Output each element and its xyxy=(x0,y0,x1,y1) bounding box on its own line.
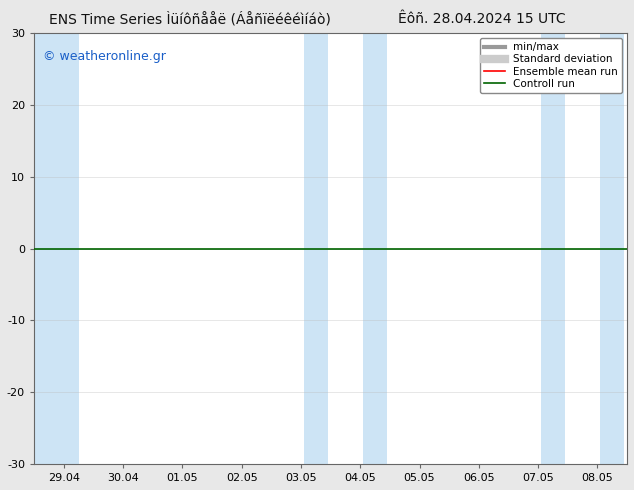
Bar xyxy=(304,33,328,464)
Bar xyxy=(541,33,565,464)
Bar xyxy=(363,33,387,464)
Bar xyxy=(600,33,624,464)
Text: ENS Time Series Ìüíôñååë (Áåñïëéêéìíáò): ENS Time Series Ìüíôñååë (Áåñïëéêéìíáò) xyxy=(49,12,331,27)
Text: © weatheronline.gr: © weatheronline.gr xyxy=(43,50,166,63)
Legend: min/max, Standard deviation, Ensemble mean run, Controll run: min/max, Standard deviation, Ensemble me… xyxy=(479,38,622,93)
Text: Êôñ. 28.04.2024 15 UTC: Êôñ. 28.04.2024 15 UTC xyxy=(398,12,566,26)
Bar xyxy=(34,33,79,464)
